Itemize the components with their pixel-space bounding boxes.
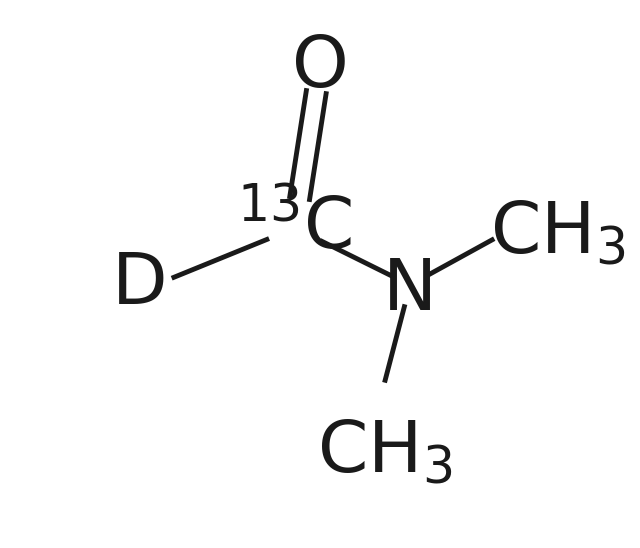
Text: CH$_3$: CH$_3$ (490, 198, 625, 267)
Text: $^{13}$C: $^{13}$C (237, 192, 353, 264)
Text: CH$_3$: CH$_3$ (317, 418, 452, 487)
Text: N: N (383, 255, 437, 324)
Text: O: O (292, 33, 348, 102)
Text: D: D (112, 250, 168, 319)
